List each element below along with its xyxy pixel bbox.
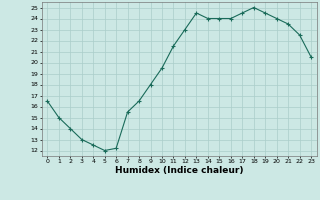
X-axis label: Humidex (Indice chaleur): Humidex (Indice chaleur) xyxy=(115,166,244,175)
